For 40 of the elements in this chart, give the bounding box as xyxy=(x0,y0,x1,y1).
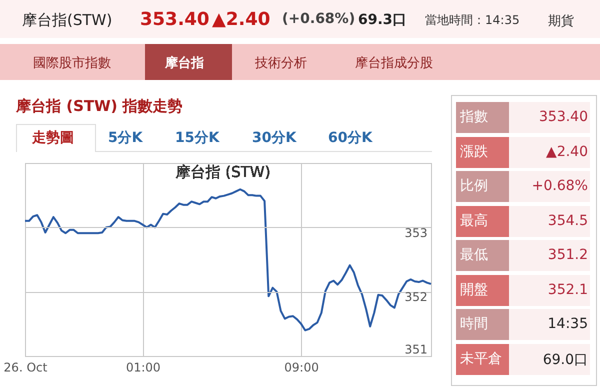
text: 走勢圖 xyxy=(32,129,74,147)
text: 當地時間：14:35 xyxy=(425,12,520,29)
text: 30分K xyxy=(252,129,296,147)
x-tick-label: 01:00 xyxy=(126,360,161,374)
text: 最高 xyxy=(456,206,509,236)
text: 69.3口 xyxy=(358,11,407,29)
text: ▲2.40 xyxy=(212,9,270,30)
text: 時間 xyxy=(456,309,509,340)
y-tick-label: 352 xyxy=(404,290,428,304)
text: (+0.68%) xyxy=(282,11,356,27)
text: 353.40 xyxy=(140,9,210,30)
text: 比例 xyxy=(456,171,509,202)
text: 351.2 xyxy=(548,247,588,263)
text: 漲跌 xyxy=(456,136,509,168)
text: 最低 xyxy=(456,240,509,271)
text: 14:35 xyxy=(548,316,588,332)
text: 353.40 xyxy=(539,109,588,125)
x-tick-label: 09:00 xyxy=(284,360,319,374)
text: 69.0口 xyxy=(542,350,588,368)
text: 技術分析 xyxy=(255,55,307,72)
text: 國際股市指數 xyxy=(33,55,111,72)
text: 指數 xyxy=(456,102,509,133)
x-tick-label: 26. Oct xyxy=(4,360,48,374)
text: 5分K xyxy=(108,129,143,147)
y-tick-label: 353 xyxy=(404,226,428,240)
text: 15分K xyxy=(175,129,220,147)
text: 摩台指 (STW) 指數走勢 xyxy=(16,97,183,116)
text: 未平倉 xyxy=(456,344,509,374)
text: 352.1 xyxy=(548,282,588,298)
text: 期貨 xyxy=(548,13,574,30)
y-tick-label: 351 xyxy=(404,342,428,356)
text: 摩台指成分股 xyxy=(355,55,433,72)
text: 60分K xyxy=(328,129,372,147)
text: +0.68% xyxy=(532,178,588,194)
chart-title: 摩台指 (STW) xyxy=(176,163,270,181)
text: ▲2.40 xyxy=(546,144,588,160)
text: 開盤 xyxy=(456,274,509,306)
text: 354.5 xyxy=(548,212,588,228)
text: 摩台指(STW) xyxy=(22,11,112,30)
text: 摩台指 xyxy=(165,54,204,72)
